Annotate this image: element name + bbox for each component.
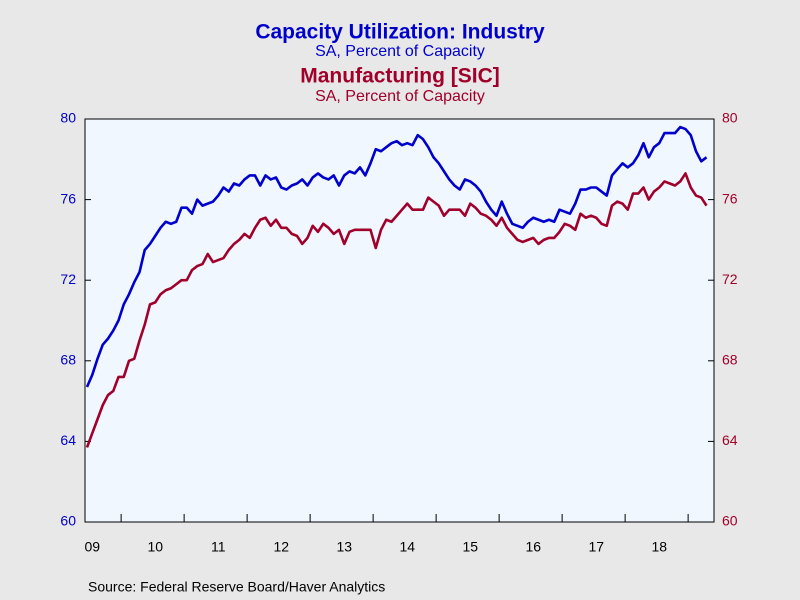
- y-tick-label: 64: [60, 432, 76, 448]
- x-tick-label: 12: [273, 539, 289, 555]
- x-tick-label: 14: [399, 539, 415, 555]
- series-title: Manufacturing [SIC]: [300, 65, 500, 88]
- x-tick-label: 17: [588, 539, 604, 555]
- series-line: [85, 125, 708, 388]
- y2-tick-label: 60: [722, 513, 738, 529]
- x-tick-label: 11: [211, 539, 226, 555]
- series-subtitle: SA, Percent of Capacity: [315, 43, 485, 60]
- y2-tick-label: 72: [722, 271, 738, 287]
- y2-tick-label: 76: [722, 190, 738, 206]
- y-tick-label: 68: [60, 352, 76, 368]
- series-title: Capacity Utilization: Industry: [255, 21, 545, 44]
- y2-tick-label: 68: [722, 352, 738, 368]
- y-tick-label: 80: [60, 110, 76, 126]
- x-tick-label: 13: [336, 539, 352, 555]
- y-tick-label: 76: [60, 190, 76, 206]
- y2-tick-label: 80: [722, 110, 738, 126]
- x-tick-label: 18: [651, 539, 667, 555]
- y-tick-label: 60: [60, 513, 76, 529]
- x-tick-label: 15: [462, 539, 478, 555]
- series-line: [85, 172, 708, 448]
- series-subtitle: SA, Percent of Capacity: [315, 88, 485, 105]
- source: Source: Federal Reserve Board/Haver Anal…: [88, 579, 385, 595]
- x-tick-label: 10: [147, 539, 163, 555]
- plot-area: [84, 118, 715, 523]
- y2-tick-label: 64: [722, 432, 738, 448]
- x-tick-label: 09: [84, 539, 100, 555]
- x-tick-label: 16: [525, 539, 541, 555]
- y-tick-label: 72: [60, 271, 76, 287]
